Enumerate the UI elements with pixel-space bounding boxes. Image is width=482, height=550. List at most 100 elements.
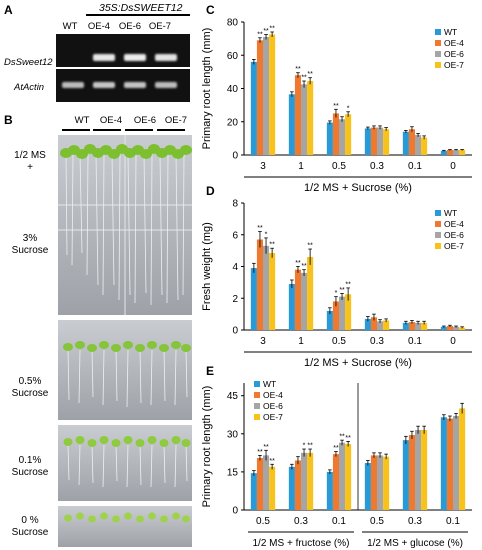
bar [263, 36, 270, 155]
bar [459, 327, 466, 330]
significance-mark: ** [257, 225, 263, 232]
bar [408, 322, 415, 330]
bar [332, 301, 339, 330]
y-axis-label-E: Primary root length (mm) [201, 386, 213, 508]
significance-mark: * [335, 290, 338, 297]
y-tick-label: 45 [227, 391, 239, 402]
bar [339, 119, 346, 155]
significance-mark: ** [257, 31, 263, 38]
bar [339, 442, 346, 510]
x-tick-label: 0.1 [408, 161, 422, 172]
legend-label: OE-7 [444, 60, 464, 70]
bar [383, 456, 390, 510]
significance-mark: ** [307, 443, 313, 450]
gel-lane-oe7: OE-7 [148, 21, 172, 32]
bar [377, 127, 384, 155]
bar [415, 322, 422, 330]
bar [345, 114, 352, 155]
legend-swatch [254, 414, 260, 420]
legend-swatch [435, 243, 441, 249]
y-axis-label-D: Fresh weight (mg) [201, 222, 213, 311]
bar [440, 326, 447, 330]
legend-swatch [435, 51, 441, 57]
bar [345, 294, 352, 330]
x-group-label: 1/2 MS + fructose (%) [253, 538, 350, 549]
x-tick-label: 0.5 [332, 336, 346, 347]
panel-a-letter: A [4, 3, 13, 17]
gel-lane-oe6: OE-6 [118, 21, 142, 32]
photo-lane-oe6: OE-6 [133, 115, 157, 126]
bar [263, 455, 270, 510]
significance-mark: * [347, 105, 350, 112]
legend-label: OE-4 [444, 219, 464, 229]
x-tick-label: 0.1 [446, 516, 460, 527]
legend-label: OE-7 [263, 412, 283, 422]
bar [301, 84, 308, 155]
bar [294, 460, 301, 510]
significance-mark: ** [263, 28, 269, 35]
significance-mark: ** [307, 243, 313, 250]
bar [421, 322, 428, 330]
bar [339, 296, 346, 330]
x-tick-label: 1 [298, 336, 304, 347]
legend-swatch [435, 210, 441, 216]
legend-swatch [435, 62, 441, 68]
bar [288, 283, 295, 330]
bar [250, 473, 257, 510]
panel-letter-c: C [206, 3, 215, 17]
bar [307, 452, 314, 510]
bar [415, 429, 422, 510]
bar [269, 466, 276, 510]
bar [263, 245, 270, 330]
bar [269, 253, 276, 330]
bar [307, 81, 314, 155]
bar [326, 122, 333, 155]
legend-label: OE-7 [444, 241, 464, 251]
y-tick-label: 0 [232, 326, 238, 337]
construct-label: 35S:DsSWEET12 [99, 2, 183, 14]
bar [364, 463, 371, 510]
significance-mark: ** [333, 103, 339, 110]
x-tick-label: 3 [260, 161, 266, 172]
bar [294, 75, 301, 155]
bar [402, 440, 409, 510]
x-tick-label: 3 [260, 336, 266, 347]
photo-label-ms: 1/2 MS + [14, 150, 46, 173]
significance-mark: ** [339, 434, 345, 441]
bar [307, 256, 314, 330]
bar [402, 322, 409, 330]
bar [288, 94, 295, 155]
bar [294, 269, 301, 330]
y-tick-label: 60 [227, 51, 239, 62]
y-axis-label-C: Primary root length (mm) [201, 28, 213, 150]
bar [250, 268, 257, 330]
significance-mark: ** [269, 25, 275, 32]
significance-mark: * [265, 231, 268, 238]
y-tick-label: 30 [227, 429, 239, 440]
significance-mark: ** [339, 287, 345, 294]
x-tick-label: 0.3 [370, 161, 384, 172]
y-tick-label: 6 [232, 230, 238, 241]
x-tick-label: 1 [298, 161, 304, 172]
bar [370, 317, 377, 330]
legend-label: OE-4 [444, 38, 464, 48]
x-tick-label: 0.5 [256, 516, 270, 527]
bar [364, 128, 371, 155]
legend-label: OE-6 [263, 401, 283, 411]
significance-mark: ** [263, 444, 269, 451]
bar [288, 466, 295, 510]
y-tick-label: 40 [227, 84, 239, 95]
gel-row-label-actin: AtActin [14, 82, 45, 93]
legend-swatch [435, 40, 441, 46]
significance-mark: * [303, 443, 306, 450]
y-tick-label: 20 [227, 117, 239, 128]
bar [345, 443, 352, 510]
y-tick-label: 4 [232, 262, 238, 273]
significance-mark: ** [301, 263, 307, 270]
x-tick-label: 0 [450, 336, 456, 347]
significance-mark: ** [269, 458, 275, 465]
significance-mark: ** [269, 242, 275, 249]
panel-letter-e: E [206, 364, 214, 378]
photo-label-01pct: 0.1% Sucrose [11, 455, 49, 478]
bar [269, 34, 276, 155]
